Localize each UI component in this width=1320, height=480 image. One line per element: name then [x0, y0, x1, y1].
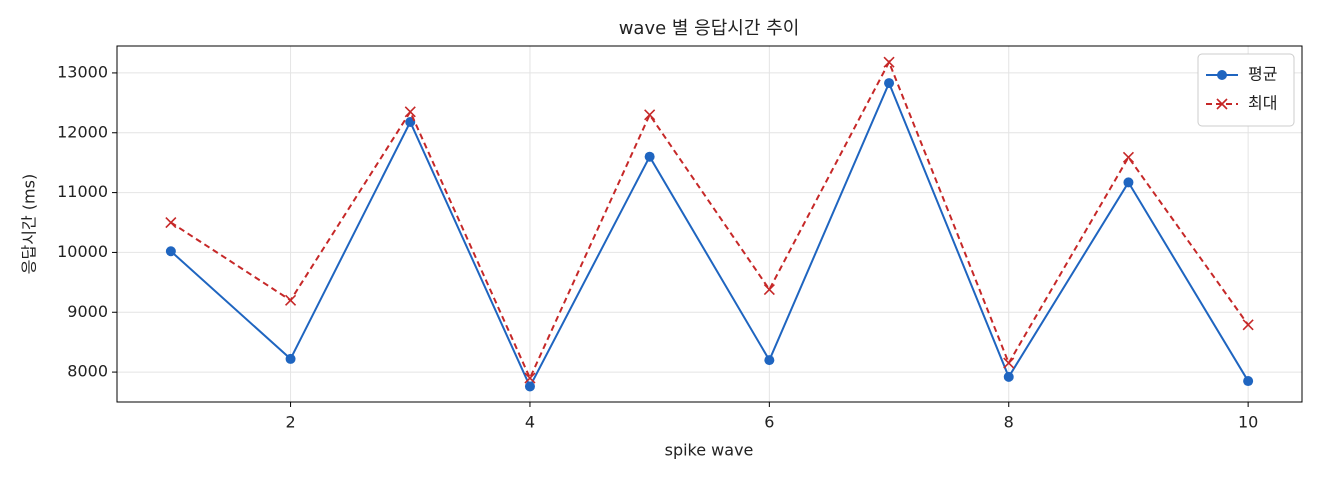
- marker: [1003, 357, 1015, 369]
- marker: [284, 294, 297, 306]
- x-tick-label: 6: [764, 413, 774, 432]
- marker: [644, 109, 656, 121]
- marker: [644, 151, 655, 162]
- marker: [883, 56, 895, 68]
- x-tick-label: 10: [1238, 413, 1258, 432]
- x-tick-label: 8: [1004, 413, 1014, 432]
- marker: [764, 355, 775, 366]
- y-tick-label: 13000: [57, 62, 108, 81]
- legend-marker: [1216, 98, 1228, 110]
- marker: [165, 216, 177, 229]
- marker: [1123, 177, 1134, 188]
- marker: [165, 246, 176, 257]
- legend-box: [1197, 53, 1295, 127]
- y-axis-label: 응답시간 (ms): [20, 174, 39, 274]
- y-tick-label: 10000: [57, 242, 108, 261]
- legend-label: 평균: [1248, 65, 1277, 84]
- marker: [1122, 151, 1135, 163]
- y-tick-label: 12000: [57, 122, 108, 141]
- marker: [1242, 319, 1254, 331]
- y-tick-label: 9000: [67, 302, 108, 321]
- x-tick-label: 2: [285, 413, 295, 432]
- x-axis-label: spike wave: [665, 441, 754, 460]
- marker: [1003, 371, 1014, 382]
- marker: [1243, 376, 1254, 387]
- x-tick-label: 4: [525, 413, 535, 432]
- marker: [285, 353, 296, 364]
- y-tick-label: 11000: [57, 182, 108, 201]
- marker: [763, 283, 775, 296]
- marker: [404, 106, 416, 118]
- marker: [524, 372, 536, 384]
- legend-label: 최대: [1248, 94, 1277, 113]
- series-line: [170, 80, 1249, 389]
- plot-frame: [116, 45, 1303, 403]
- chart-title: wave 별 응답시간 추이: [619, 18, 800, 39]
- series-line: [170, 59, 1249, 381]
- marker: [884, 78, 895, 89]
- marker: [524, 381, 535, 392]
- y-tick-label: 8000: [67, 362, 108, 381]
- legend-marker: [1217, 70, 1227, 80]
